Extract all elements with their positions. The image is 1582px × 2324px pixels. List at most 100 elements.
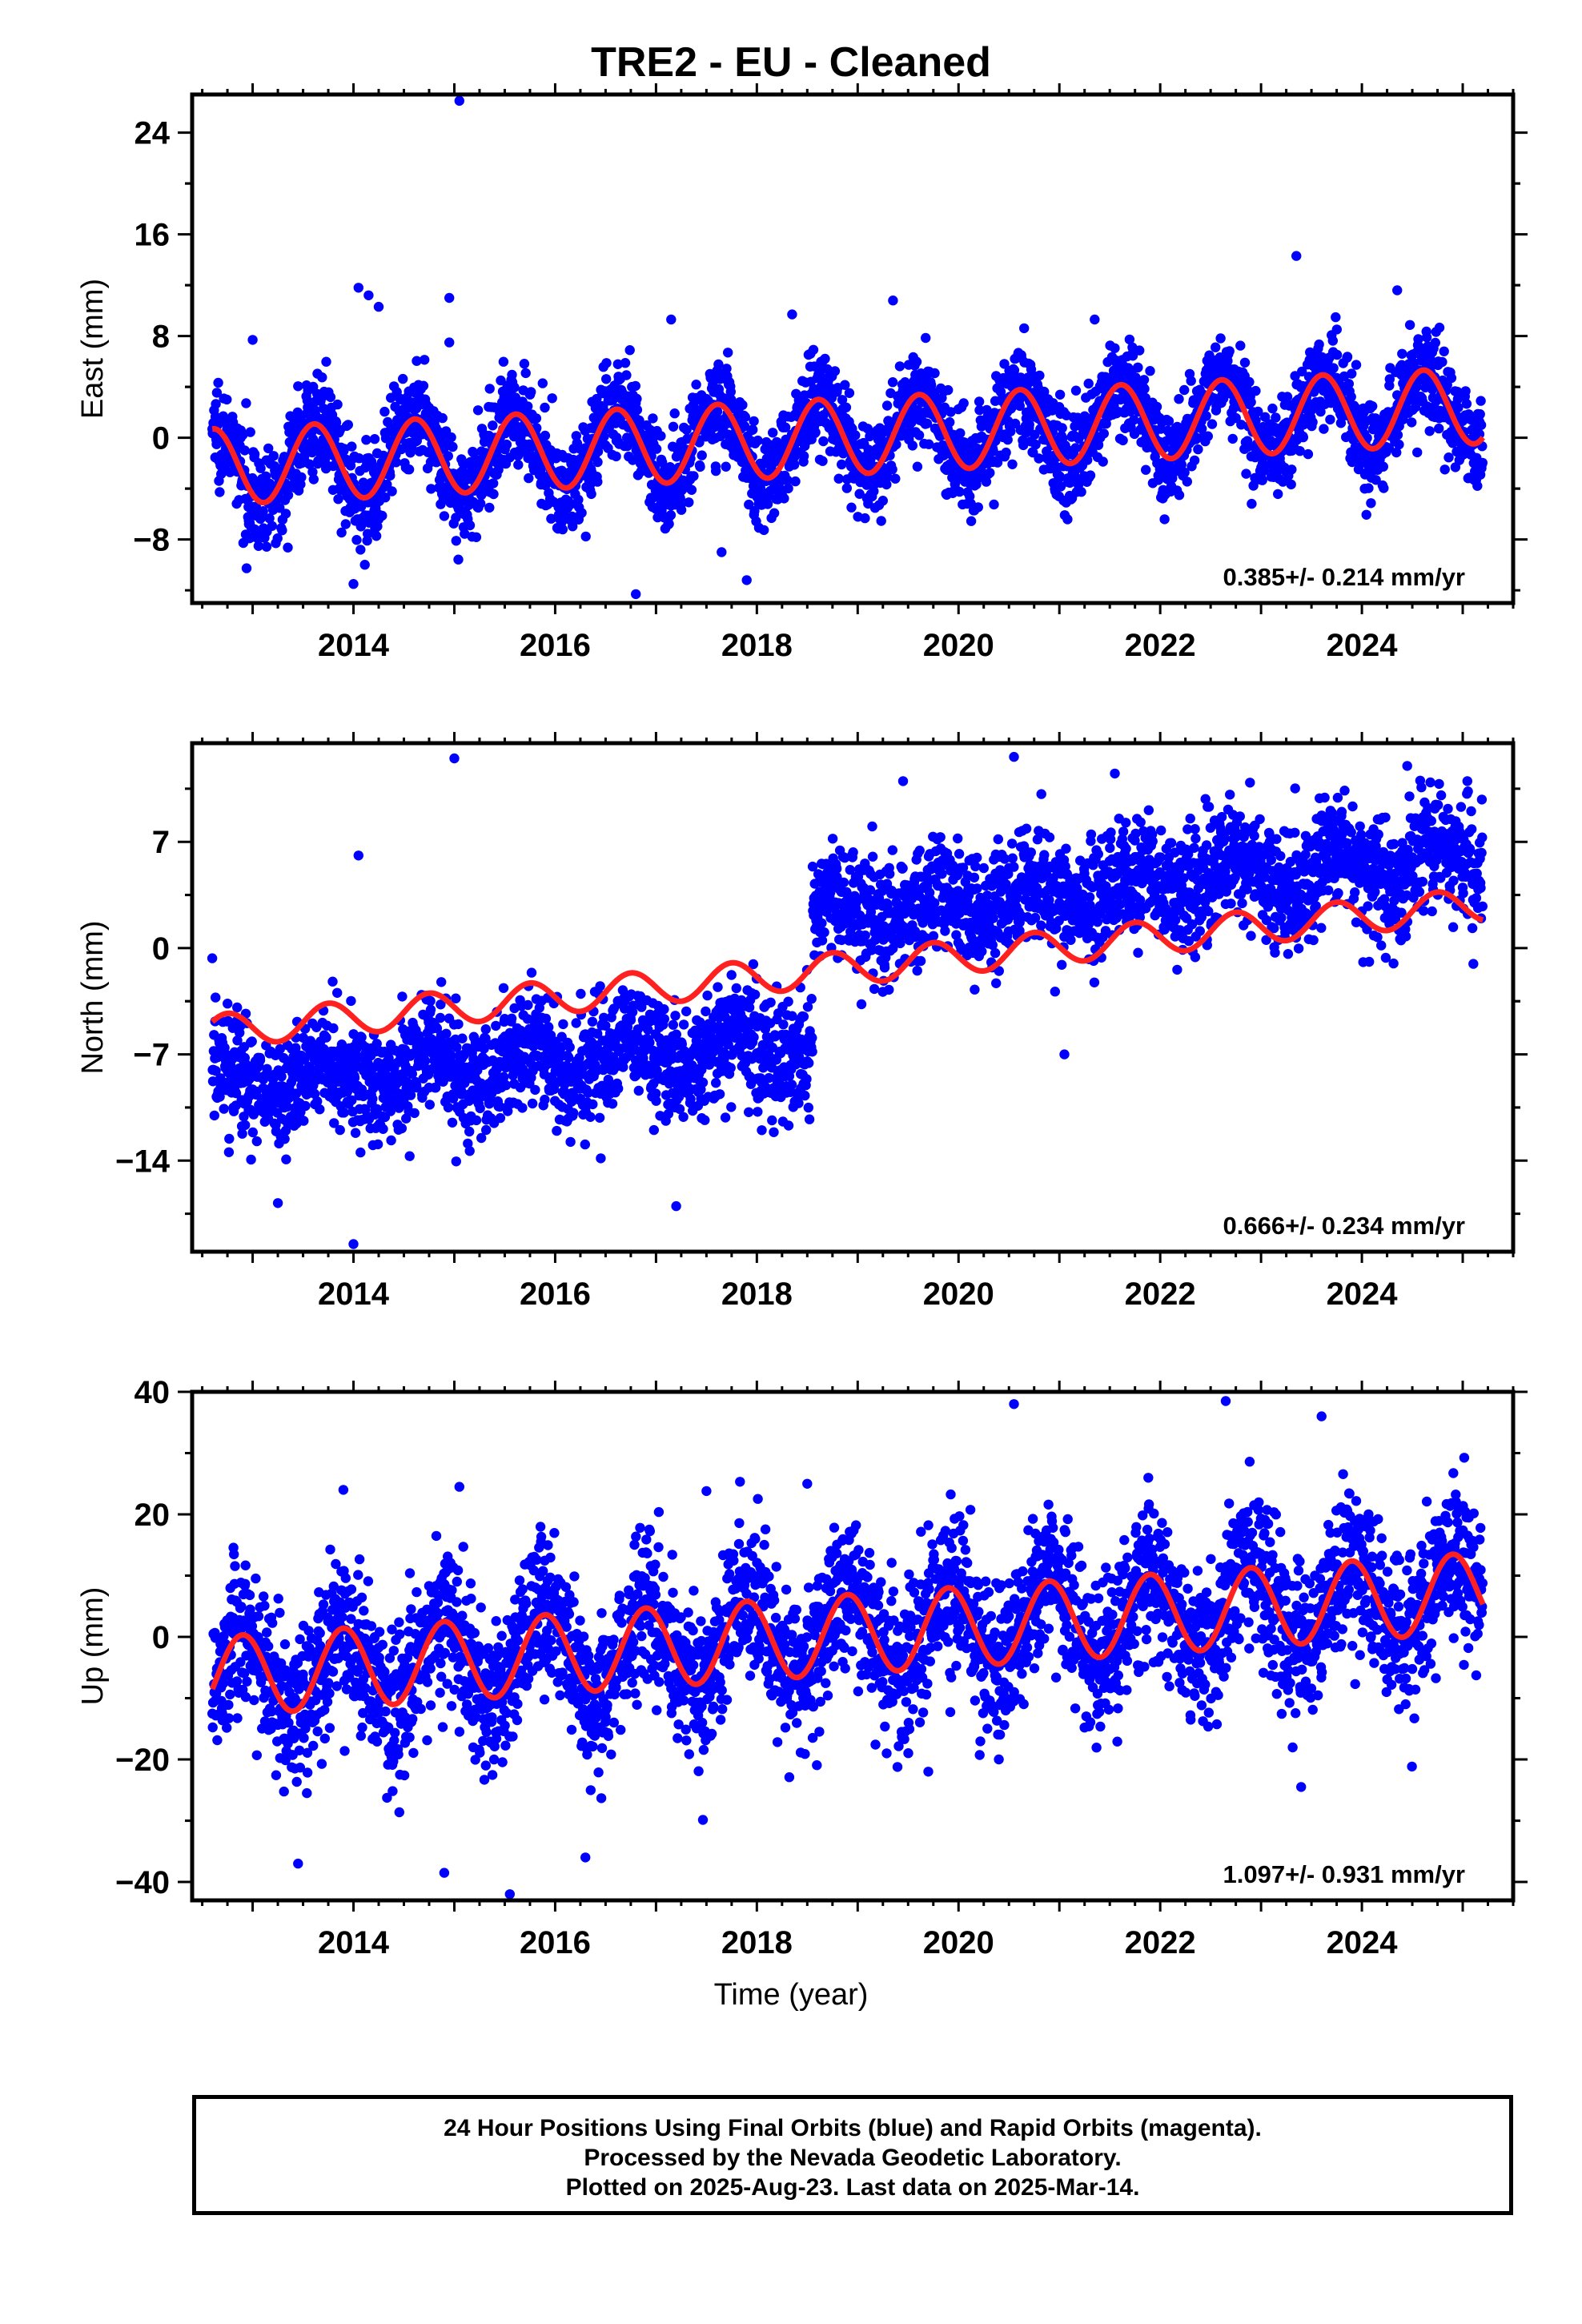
data-point xyxy=(585,1112,596,1122)
data-point xyxy=(1211,342,1221,352)
data-point xyxy=(586,489,596,500)
data-point xyxy=(1176,460,1187,470)
data-point xyxy=(912,461,923,472)
data-point xyxy=(264,513,275,524)
data-point xyxy=(1328,363,1339,373)
data-point xyxy=(888,296,898,306)
data-point xyxy=(296,472,307,483)
data-point xyxy=(820,353,830,364)
data-point xyxy=(249,448,260,460)
data-point xyxy=(404,1151,415,1161)
data-point xyxy=(377,510,387,521)
data-point xyxy=(1118,435,1128,446)
data-point xyxy=(537,378,548,388)
data-point xyxy=(768,428,778,438)
data-point xyxy=(580,1139,590,1150)
data-point xyxy=(1002,434,1013,445)
data-point xyxy=(924,439,934,449)
data-point xyxy=(309,1088,320,1100)
data-point xyxy=(1055,481,1066,492)
data-point xyxy=(258,506,268,517)
data-point xyxy=(420,355,430,365)
data-point xyxy=(1197,424,1207,434)
data-point xyxy=(404,464,415,475)
data-point xyxy=(1151,401,1162,412)
data-point xyxy=(1412,447,1423,458)
data-point xyxy=(1297,366,1307,377)
data-point xyxy=(926,380,937,390)
data-point xyxy=(684,497,694,508)
data-point xyxy=(1443,452,1454,463)
data-point xyxy=(371,531,382,541)
data-point xyxy=(347,1095,357,1106)
data-point xyxy=(1076,487,1086,497)
data-point xyxy=(361,435,371,445)
data-point xyxy=(721,364,732,374)
data-point xyxy=(373,301,384,312)
data-point xyxy=(1251,385,1261,396)
data-point xyxy=(339,444,350,454)
data-point xyxy=(1101,418,1111,429)
data-point xyxy=(355,545,366,555)
data-point xyxy=(1287,464,1297,475)
data-point xyxy=(355,1147,366,1158)
data-point xyxy=(759,525,769,536)
data-point xyxy=(1009,365,1020,376)
data-point xyxy=(519,359,530,369)
data-point xyxy=(691,380,701,390)
data-point xyxy=(632,393,642,404)
data-point xyxy=(1307,416,1318,428)
data-point xyxy=(321,1032,331,1043)
data-point xyxy=(1378,461,1389,472)
data-point xyxy=(1019,323,1030,334)
data-point xyxy=(955,428,966,439)
data-point xyxy=(343,420,353,430)
data-point xyxy=(697,450,707,460)
data-point xyxy=(666,314,677,325)
data-point xyxy=(1030,439,1041,450)
data-point xyxy=(1085,470,1096,480)
data-point xyxy=(339,1108,349,1118)
y-tick-label: −8 xyxy=(133,523,170,558)
data-point xyxy=(484,384,495,394)
data-point xyxy=(378,1124,388,1134)
data-point xyxy=(1286,479,1296,490)
data-point xyxy=(530,1084,540,1096)
data-point xyxy=(1331,312,1341,323)
data-point xyxy=(1062,514,1073,525)
data-point xyxy=(1273,489,1283,500)
data-point xyxy=(304,459,315,469)
data-point xyxy=(291,1043,301,1053)
data-point xyxy=(833,473,844,484)
y-tick-label: 24 xyxy=(135,116,171,151)
data-point xyxy=(436,977,447,987)
data-point xyxy=(607,1099,618,1109)
data-point xyxy=(946,407,956,417)
data-point xyxy=(261,541,272,552)
data-point xyxy=(480,1024,491,1035)
data-point xyxy=(350,1128,361,1138)
data-point xyxy=(372,1139,383,1150)
data-point xyxy=(394,1088,405,1100)
data-point xyxy=(476,498,486,509)
data-point xyxy=(1247,498,1257,509)
data-point xyxy=(547,393,557,404)
data-point xyxy=(443,1102,454,1113)
data-point xyxy=(594,1112,605,1123)
data-point xyxy=(1054,389,1066,400)
data-point xyxy=(894,361,905,372)
data-point xyxy=(396,1123,408,1134)
data-point xyxy=(965,491,975,501)
data-point xyxy=(499,1072,509,1082)
data-point xyxy=(568,521,578,532)
data-point xyxy=(1215,333,1226,344)
data-point xyxy=(232,1002,243,1013)
data-point xyxy=(1476,420,1487,430)
data-point xyxy=(891,439,901,450)
east-y-axis-label: East (mm) xyxy=(76,279,110,419)
data-point xyxy=(291,1088,302,1099)
data-point xyxy=(207,953,218,963)
data-point xyxy=(592,456,603,468)
x-tick-label: 2024 xyxy=(1327,628,1399,663)
data-point xyxy=(277,525,287,536)
